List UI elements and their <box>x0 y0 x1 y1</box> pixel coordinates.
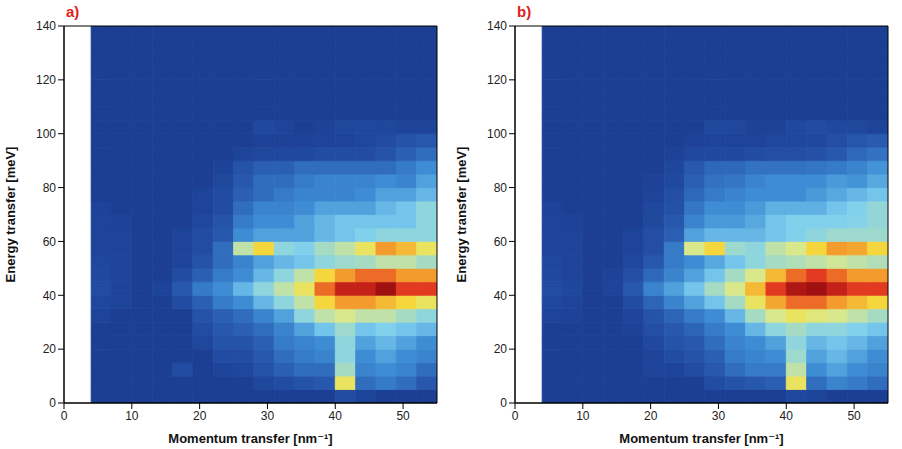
svg-text:50: 50 <box>396 409 410 423</box>
svg-text:20: 20 <box>644 409 658 423</box>
svg-text:30: 30 <box>712 409 726 423</box>
svg-text:10: 10 <box>576 409 590 423</box>
html-text:b): b) <box>517 3 532 20</box>
svg-text:120: 120 <box>36 73 56 87</box>
svg-text:60: 60 <box>43 235 57 249</box>
svg-text:30: 30 <box>261 409 275 423</box>
svg-text:40: 40 <box>494 289 508 303</box>
svg-text:0: 0 <box>49 396 56 410</box>
svg-text:Momentum transfer [nm⁻¹]: Momentum transfer [nm⁻¹] <box>619 431 783 446</box>
svg-text:100: 100 <box>487 127 507 141</box>
svg-text:0: 0 <box>500 396 507 410</box>
svg-text:10: 10 <box>125 409 139 423</box>
svg-text:Momentum transfer [nm⁻¹]: Momentum transfer [nm⁻¹] <box>168 431 332 446</box>
svg-text:100: 100 <box>36 127 56 141</box>
svg-text:40: 40 <box>43 289 57 303</box>
svg-text:80: 80 <box>494 181 508 195</box>
svg-text:60: 60 <box>494 235 508 249</box>
svg-text:120: 120 <box>487 73 507 87</box>
svg-text:80: 80 <box>43 181 57 195</box>
svg-text:20: 20 <box>43 342 57 356</box>
html-text:a): a) <box>66 3 80 20</box>
svg-text:0: 0 <box>61 409 68 423</box>
svg-text:40: 40 <box>780 409 794 423</box>
svg-text:140: 140 <box>487 19 507 33</box>
svg-text:20: 20 <box>494 342 508 356</box>
svg-text:Energy transfer [meV]: Energy transfer [meV] <box>454 147 469 283</box>
svg-text:Energy transfer [meV]: Energy transfer [meV] <box>3 147 18 283</box>
svg-text:40: 40 <box>329 409 343 423</box>
svg-text:50: 50 <box>847 409 861 423</box>
svg-text:140: 140 <box>36 19 56 33</box>
svg-text:0: 0 <box>512 409 519 423</box>
svg-text:20: 20 <box>193 409 207 423</box>
